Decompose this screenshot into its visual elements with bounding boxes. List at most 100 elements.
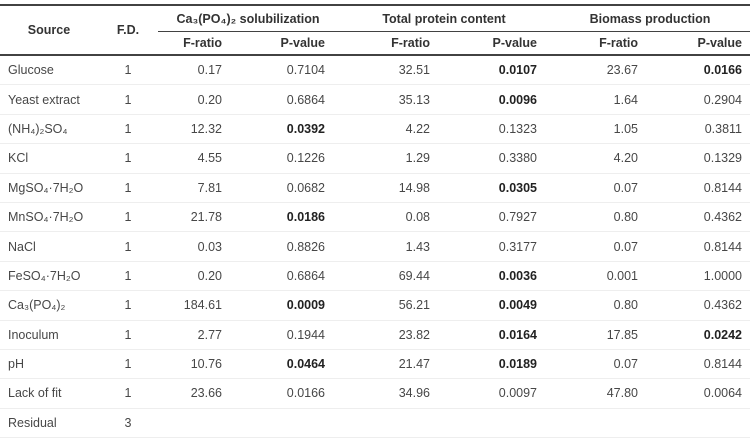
f-ratio-cell: 47.80 [550,378,651,409]
table-row: Glucose 1 0.17 0.7104 32.51 0.0107 23.67 0.0166 [0,55,750,86]
p-value-cell: 0.3177 [443,231,550,262]
f-ratio-cell [550,408,651,439]
f-ratio-cell: 69.44 [338,261,443,292]
f-ratio-cell: 14.98 [338,173,443,203]
table-row: FeSO₄·7H₂O 1 0.20 0.6864 69.44 0.0036 0.001 1.0… [0,261,750,292]
fd-cell: 1 [98,55,158,86]
p-value-cell: 0.0166 [235,378,338,409]
p-value-cell: 0.3811 [651,114,750,145]
p-value-cell: 0.0392 [235,114,338,145]
p-value-cell: 0.8144 [651,349,750,380]
group-header-solubilization: Ca₃(PO₄)₂ solubilization [158,5,338,32]
f-ratio-cell: 21.78 [158,202,235,233]
f-ratio-cell: 32.51 [338,55,443,86]
p-value-cell: 0.7927 [443,202,550,233]
table-row: MgSO₄·7H₂O 1 7.81 0.0682 14.98 0.0305 0.07 0.81… [0,173,750,203]
p-value-cell [235,408,338,439]
p-value-cell: 0.0049 [443,290,550,321]
table-row: Lack of fit 1 23.66 0.0166 34.96 0.0097 47.80 0… [0,378,750,409]
source-cell: MgSO₄·7H₂O [0,173,98,203]
f-ratio-cell: 12.32 [158,114,235,145]
table-row: Yeast extract 1 0.20 0.6864 35.13 0.0096 1.64 0… [0,84,750,115]
table-body: Glucose 1 0.17 0.7104 32.51 0.0107 23.67 0.0166… [0,55,750,443]
table-row: KCl 1 4.55 0.1226 1.29 0.3380 4.20 0.1329 [0,143,750,174]
p-value-cell: 0.0097 [443,378,550,409]
p-value-cell: 0.6864 [235,261,338,292]
f-ratio-cell [550,438,651,443]
f-ratio-cell: 4.22 [338,114,443,145]
p-value-cell: 0.6864 [235,84,338,115]
p-value-cell: 0.8144 [651,173,750,203]
table-row: MnSO₄·7H₂O 1 21.78 0.0186 0.08 0.7927 0.80 0.43… [0,202,750,233]
f-ratio-cell: 0.001 [550,261,651,292]
f-ratio-cell: 34.96 [338,378,443,409]
fd-cell: 1 [98,84,158,115]
table-row: Total15 [0,438,750,443]
p-value-cell: 0.4362 [651,202,750,233]
table-row: Inoculum 1 2.77 0.1944 23.82 0.0164 17.85 0.024… [0,320,750,350]
source-cell: Lack of fit [0,378,98,409]
table-row: (NH₄)₂SO₄ 1 12.32 0.0392 4.22 0.1323 1.05 0.381… [0,114,750,145]
f-ratio-cell: 10.76 [158,349,235,380]
p-value-cell: 0.0186 [235,202,338,233]
f-ratio-cell: 7.81 [158,173,235,203]
p-value-cell: 0.0242 [651,320,750,350]
source-cell: NaCl [0,231,98,262]
source-cell: (NH₄)₂SO₄ [0,114,98,145]
f-ratio-cell: 0.17 [158,55,235,86]
p-value-cell: 0.7104 [235,55,338,86]
fd-cell: 1 [98,114,158,145]
f-ratio-cell: 56.21 [338,290,443,321]
f-ratio-cell: 4.55 [158,143,235,174]
f-ratio-cell: 23.66 [158,378,235,409]
p-value-cell: 0.2904 [651,84,750,115]
p-value-cell: 0.4362 [651,290,750,321]
f-ratio-cell: 1.64 [550,84,651,115]
source-cell: FeSO₄·7H₂O [0,261,98,292]
source-cell: pH [0,349,98,380]
f-ratio-cell: 21.47 [338,349,443,380]
f-ratio-cell: 0.20 [158,261,235,292]
p-value-cell: 0.0009 [235,290,338,321]
p-value-cell: 0.0305 [443,173,550,203]
sub-header-row: F-ratio P-value F-ratio P-value F-ratio … [0,31,750,56]
source-cell: Yeast extract [0,84,98,115]
column-header-fd: F.D. [98,5,158,56]
table-row: Ca₃(PO₄)₂ 1 184.61 0.0009 56.21 0.0049 0.80 0.4… [0,290,750,321]
p-value-cell: 0.0464 [235,349,338,380]
group-header-protein: Total protein content [338,5,550,32]
fd-cell: 1 [98,290,158,321]
f-ratio-cell: 1.05 [550,114,651,145]
fd-cell: 1 [98,349,158,380]
f-ratio-cell: 23.67 [550,55,651,86]
fd-cell: 1 [98,143,158,174]
fd-cell: 3 [98,408,158,439]
source-cell: Total [0,438,98,443]
fd-cell: 1 [98,320,158,350]
table-row: NaCl 1 0.03 0.8826 1.43 0.3177 0.07 0.8144 [0,231,750,262]
column-header-p-value: P-value [443,31,550,56]
p-value-cell: 0.3380 [443,143,550,174]
f-ratio-cell: 0.08 [338,202,443,233]
p-value-cell: 0.0107 [443,55,550,86]
column-header-f-ratio: F-ratio [158,31,235,56]
p-value-cell: 0.1323 [443,114,550,145]
p-value-cell [651,438,750,443]
p-value-cell: 0.0096 [443,84,550,115]
f-ratio-cell: 0.07 [550,349,651,380]
column-header-p-value: P-value [235,31,338,56]
p-value-cell [235,438,338,443]
f-ratio-cell [158,438,235,443]
table-row: Residual 3 [0,408,750,439]
f-ratio-cell: 0.03 [158,231,235,262]
f-ratio-cell [158,408,235,439]
p-value-cell [443,408,550,439]
source-cell: MnSO₄·7H₂O [0,202,98,233]
p-value-cell: 0.0064 [651,378,750,409]
f-ratio-cell: 1.43 [338,231,443,262]
p-value-cell [651,408,750,439]
column-header-f-ratio: F-ratio [550,31,651,56]
fd-cell: 1 [98,202,158,233]
fd-cell: 1 [98,173,158,203]
p-value-cell: 0.0166 [651,55,750,86]
